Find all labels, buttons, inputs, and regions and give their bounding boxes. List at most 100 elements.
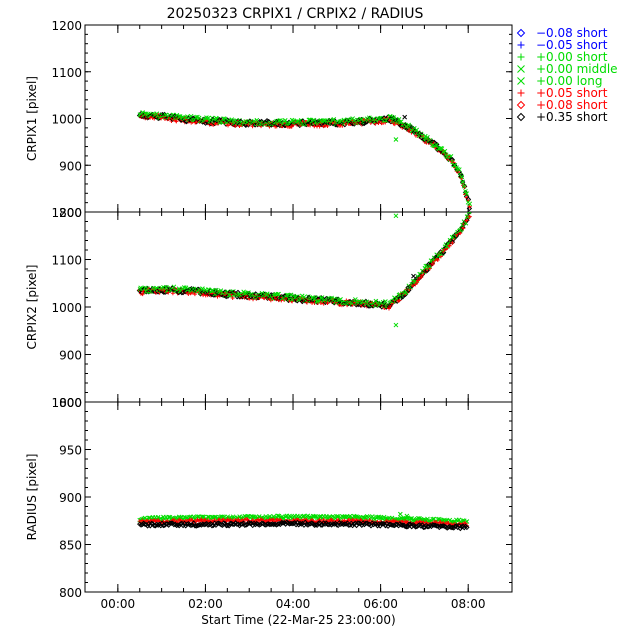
data-points [136, 212, 473, 328]
data-point [304, 300, 309, 305]
data-point [188, 522, 194, 529]
data-point [275, 513, 281, 519]
chart-legend: −0.08 short−0.05 short+0.00 short+0.00 m… [516, 26, 618, 124]
data-point [456, 167, 462, 172]
data-point [200, 286, 205, 291]
data-point [467, 214, 472, 219]
legend-marker [517, 89, 525, 97]
data-point [463, 188, 468, 194]
data-point [177, 521, 184, 527]
data-point [355, 514, 361, 520]
data-point [466, 205, 473, 212]
data-point [365, 521, 372, 527]
data-point [205, 514, 211, 520]
data-point [206, 521, 213, 528]
y-tick-label: 800 [59, 206, 82, 220]
data-point [414, 127, 420, 133]
legend-item: +0.00 middle [517, 62, 618, 76]
data-point [458, 524, 465, 530]
data-point [413, 282, 418, 287]
data-point [457, 525, 464, 532]
data-point [335, 514, 341, 519]
x-tick-label: 04:00 [276, 597, 311, 611]
y-tick-label: 800 [59, 586, 82, 600]
data-point [408, 516, 413, 522]
data-point [433, 523, 440, 529]
y-tick-label: 850 [59, 539, 82, 553]
data-point [246, 122, 251, 127]
data-point [331, 116, 337, 122]
legend-marker [517, 41, 525, 49]
legend-label: +0.08 short [536, 98, 608, 112]
x-tick-label: 06:00 [363, 597, 398, 611]
data-point [430, 262, 435, 267]
y-tick-label: 1000 [51, 301, 82, 315]
data-point [189, 522, 196, 528]
data-point [323, 513, 329, 519]
legend-item: +0.35 short [516, 110, 608, 124]
data-point [418, 523, 424, 529]
y-tick-label: 900 [59, 159, 82, 173]
data-point [174, 119, 179, 124]
data-point [403, 524, 410, 530]
outlier-point [393, 322, 399, 328]
data-point [467, 212, 473, 215]
legend-marker [517, 65, 525, 73]
data-points [136, 110, 473, 212]
y-tick-label: 1000 [51, 396, 82, 410]
outlier-point [397, 511, 403, 517]
y-tick-label: 900 [59, 349, 82, 363]
data-point [372, 520, 378, 527]
data-point [459, 174, 465, 180]
chart-panels: 800 900 1000 1100 1200 CRPIX1 [pixel] 800 900 10… [25, 19, 513, 627]
data-point [317, 124, 322, 129]
data-point [381, 514, 387, 520]
data-point [318, 522, 324, 528]
legend-label: +0.00 middle [536, 62, 618, 76]
data-point [283, 514, 288, 519]
outlier-point [411, 273, 416, 279]
data-point [464, 218, 469, 223]
outlier-point [402, 114, 408, 120]
data-point [148, 520, 155, 527]
legend-marker [517, 53, 525, 61]
data-point [406, 521, 412, 527]
x-tick-label: 00:00 [101, 597, 136, 611]
data-point [393, 521, 399, 527]
data-point [170, 291, 175, 296]
data-point [383, 299, 388, 304]
data-point [460, 179, 466, 185]
data-point [192, 292, 197, 297]
data-point [365, 303, 372, 309]
data-point [354, 514, 359, 520]
data-point [336, 517, 341, 522]
x-tick-label: 08:00 [451, 597, 486, 611]
data-point [461, 183, 467, 189]
data-point [450, 240, 455, 245]
x-tick-label: 02:00 [188, 597, 223, 611]
data-point [212, 514, 217, 520]
legend-label: +0.35 short [536, 110, 608, 124]
y-tick-label: 1200 [51, 206, 82, 220]
data-point [406, 128, 411, 133]
data-point [202, 521, 209, 527]
data-point [171, 521, 177, 528]
data-point [415, 515, 421, 521]
data-point [246, 290, 251, 295]
panel-radius: 800 850 900 950 1000 00:00 02:00 04:00 06:00 08:0… [25, 396, 513, 627]
panel-crpix1: 800 900 1000 1100 1200 CRPIX1 [pixel] [25, 19, 513, 220]
x-axis-title: Start Time (22-Mar-25 23:00:00) [201, 613, 395, 627]
plot-frame [84, 401, 513, 593]
data-point [317, 514, 323, 520]
data-point [467, 204, 472, 209]
data-point [166, 514, 172, 520]
legend-item: +0.08 short [516, 98, 608, 112]
legend-item: −0.08 short [516, 26, 608, 40]
y-tick-label: 1200 [51, 19, 82, 33]
data-point [434, 142, 439, 148]
data-point [424, 267, 430, 274]
data-point [284, 292, 290, 298]
data-point [182, 514, 187, 520]
y-tick-label: 900 [59, 491, 82, 505]
